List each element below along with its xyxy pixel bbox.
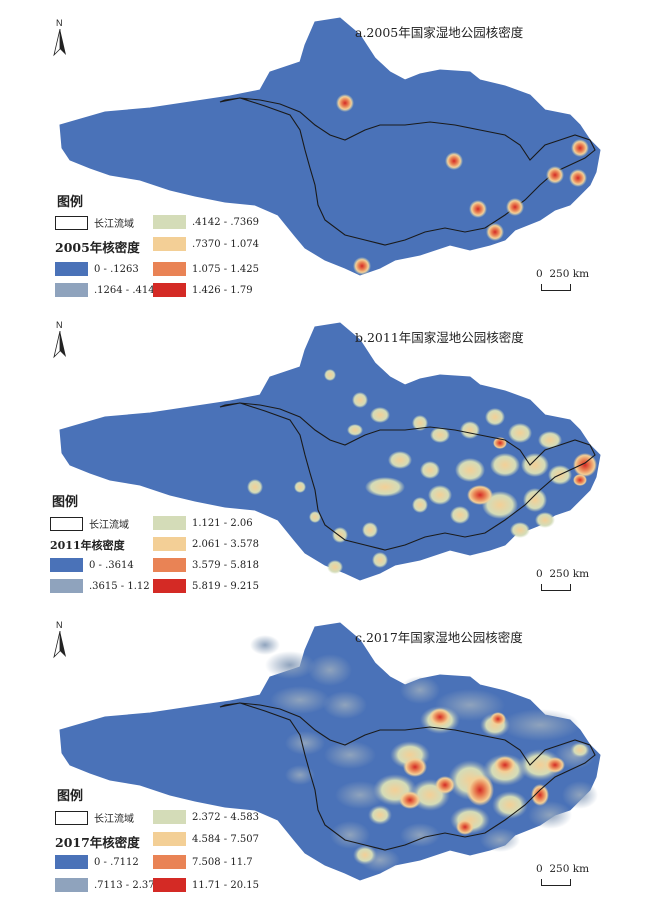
- legend-class: 11.71 - 20.15: [153, 878, 259, 892]
- legend-class: 0 - .7112: [55, 855, 139, 869]
- legend-title: 图例: [57, 789, 84, 804]
- map-title: c.2017年国家湿地公园核密度: [355, 630, 523, 645]
- legend-class: 1.121 - 2.06: [153, 516, 253, 530]
- legend-class: 0 - .1263: [55, 262, 139, 276]
- legend-class: .7113 - 2.371: [55, 878, 161, 892]
- legend-class: 1.426 - 1.79: [153, 283, 253, 297]
- legend-class: 2.061 - 3.578: [153, 537, 259, 551]
- density-title: 2005年核密度: [55, 240, 140, 255]
- hotspots-2017: [250, 635, 598, 872]
- legend-class: 1.075 - 1.425: [153, 262, 259, 276]
- density-title: 2017年核密度: [55, 835, 140, 850]
- panel-2005: a.2005年国家湿地公园核密度 N 图例 长江流域 2005年核密度 0 - …: [0, 0, 650, 300]
- map-title: a.2005年国家湿地公园核密度: [355, 25, 524, 40]
- basin-swatch: [55, 215, 88, 230]
- legend-basin: 长江流域: [50, 516, 129, 531]
- legend-class: 3.579 - 5.818: [153, 558, 259, 572]
- map-2005: [59, 17, 601, 276]
- hotspots-2005: [336, 94, 589, 275]
- yangtze-basin-boundary: [219, 702, 596, 851]
- map-2017: [59, 622, 601, 881]
- map-title: b.2011年国家湿地公园核密度: [355, 330, 524, 345]
- hotspots-2011: [247, 369, 597, 574]
- basin-swatch: [55, 810, 88, 825]
- legend-class: .4142 - .7369: [153, 215, 259, 229]
- legend-class: 2.372 - 4.583: [153, 810, 259, 824]
- legend-class: .3615 - 1.12: [50, 579, 150, 593]
- north-arrow-icon: N: [52, 18, 70, 58]
- legend-basin: 长江流域: [55, 215, 134, 230]
- basin-swatch: [50, 516, 83, 531]
- panel-2011: b.2011年国家湿地公园核密度 N 图例 长江流域 2011年核密度 0 - …: [0, 305, 650, 605]
- region-outline: [59, 322, 601, 581]
- legend-class: 7.508 - 11.7: [153, 855, 253, 869]
- panel-2017: c.2017年国家湿地公园核密度 N 图例 长江流域 2017年核密度 0 - …: [0, 605, 650, 905]
- north-arrow-icon: N: [52, 620, 70, 660]
- legend-title: 图例: [57, 195, 84, 210]
- legend-title: 图例: [52, 495, 79, 510]
- north-arrow-icon: N: [52, 320, 70, 360]
- yangtze-basin-boundary: [219, 97, 596, 246]
- legend-class: 0 - .3614: [50, 558, 134, 572]
- scale-bar: 0 250 km: [536, 863, 616, 893]
- legend-class: .7370 - 1.074: [153, 237, 259, 251]
- density-title: 2011年核密度: [50, 539, 125, 552]
- region-outline: [59, 17, 601, 276]
- scale-bar: 0 250 km: [536, 268, 616, 298]
- legend-class: 4.584 - 7.507: [153, 832, 259, 846]
- yangtze-basin-boundary: [219, 402, 596, 551]
- legend-class: 5.819 - 9.215: [153, 579, 259, 593]
- legend-class: .1264 - .4141: [55, 283, 161, 297]
- scale-bar: 0 250 km: [536, 568, 616, 598]
- legend-basin: 长江流域: [55, 810, 134, 825]
- map-2011: [59, 322, 601, 581]
